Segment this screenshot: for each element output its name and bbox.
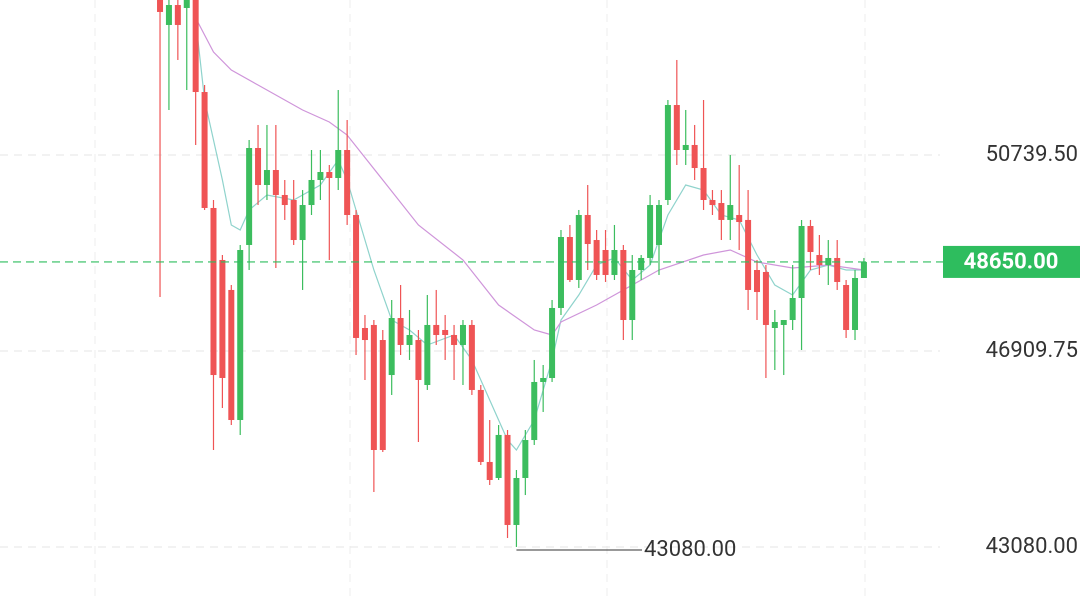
candle-body: [165, 5, 172, 25]
candle-body: [647, 205, 654, 258]
candle-body: [237, 249, 244, 421]
candle-body: [183, 0, 190, 8]
candle-body: [335, 149, 342, 178]
low-annotation-label: 43080.00: [644, 537, 736, 562]
candle-body: [736, 214, 743, 223]
candle-body: [361, 327, 368, 341]
candle-body: [451, 335, 458, 345]
grid: [0, 154, 940, 548]
candle-body: [255, 148, 262, 186]
candle-body: [638, 257, 645, 271]
current-price-box: [943, 245, 1080, 278]
candle-body: [771, 322, 778, 328]
candle-body: [201, 92, 208, 208]
candle-body: [798, 225, 805, 299]
candle-body: [299, 205, 306, 241]
candle-body: [415, 340, 422, 380]
candle-body: [210, 207, 217, 376]
candle-body: [272, 170, 279, 195]
overlay: 50739.50 46909.75 43080.00 48650.00 43080.00: [0, 142, 1080, 562]
candle-body: [522, 440, 529, 478]
candle-body: [353, 214, 360, 338]
candle-body: [789, 298, 796, 321]
y-tick-label: 46909.75: [986, 338, 1078, 363]
candle-body: [540, 377, 547, 382]
candle-body: [557, 236, 564, 308]
candle-body: [664, 105, 671, 200]
candle-body: [727, 205, 734, 220]
candle-body: [655, 205, 662, 245]
candle-body: [593, 240, 600, 275]
candle-body: [754, 270, 761, 293]
candle-body: [433, 324, 440, 336]
candle-body: [157, 0, 164, 12]
candle-body: [459, 324, 466, 345]
candle-body: [219, 259, 226, 378]
candle-body: [388, 318, 395, 376]
candle-body: [504, 434, 511, 525]
candle-body: [531, 381, 538, 441]
candle-body: [700, 168, 707, 200]
candle-body: [745, 219, 752, 290]
y-tick-label: 43080.00: [986, 534, 1078, 559]
candle-body: [825, 257, 832, 265]
candle-body: [843, 285, 850, 330]
candle-body: [397, 318, 404, 345]
candle-body: [780, 320, 787, 325]
candle-body: [468, 324, 475, 390]
candle-body: [575, 214, 582, 280]
candle-body: [477, 389, 484, 462]
candle-body: [629, 270, 636, 321]
candle-body: [263, 170, 270, 186]
candle-body: [442, 329, 449, 336]
candle-body: [379, 340, 386, 450]
candle-body: [228, 289, 235, 421]
candle-body: [673, 105, 680, 150]
candle-body: [620, 249, 627, 321]
candle-body: [566, 236, 573, 280]
candle-body: [290, 199, 297, 241]
y-tick-label: 50739.50: [986, 142, 1078, 167]
candle-body: [246, 148, 253, 245]
candle-body: [495, 434, 502, 478]
candle-body: [549, 307, 556, 378]
candle-body: [406, 335, 413, 345]
candle-body: [852, 277, 859, 330]
candles: [157, 0, 867, 547]
candle-body: [344, 149, 351, 215]
candle-body: [691, 144, 698, 169]
current-price-label: 48650.00: [964, 250, 1059, 275]
candle-body: [682, 144, 689, 150]
candle-body: [326, 172, 333, 178]
candle-body: [584, 214, 591, 245]
candle-body: [281, 194, 288, 206]
candle-body: [709, 199, 716, 206]
candle-body: [486, 461, 493, 480]
candle-body: [807, 225, 814, 252]
candle-body: [370, 324, 377, 450]
candle-body: [174, 5, 181, 25]
candle-body: [317, 172, 324, 180]
candle-body: [816, 255, 823, 265]
moving-average-line: [195, 17, 864, 336]
candle-body: [860, 261, 867, 278]
candle-body: [513, 477, 520, 525]
candle-body: [834, 257, 841, 282]
candle-body: [718, 203, 725, 220]
candle-body: [192, 0, 199, 93]
candle-body: [424, 324, 431, 386]
candle-body: [762, 272, 769, 325]
candle-body: [308, 179, 315, 206]
